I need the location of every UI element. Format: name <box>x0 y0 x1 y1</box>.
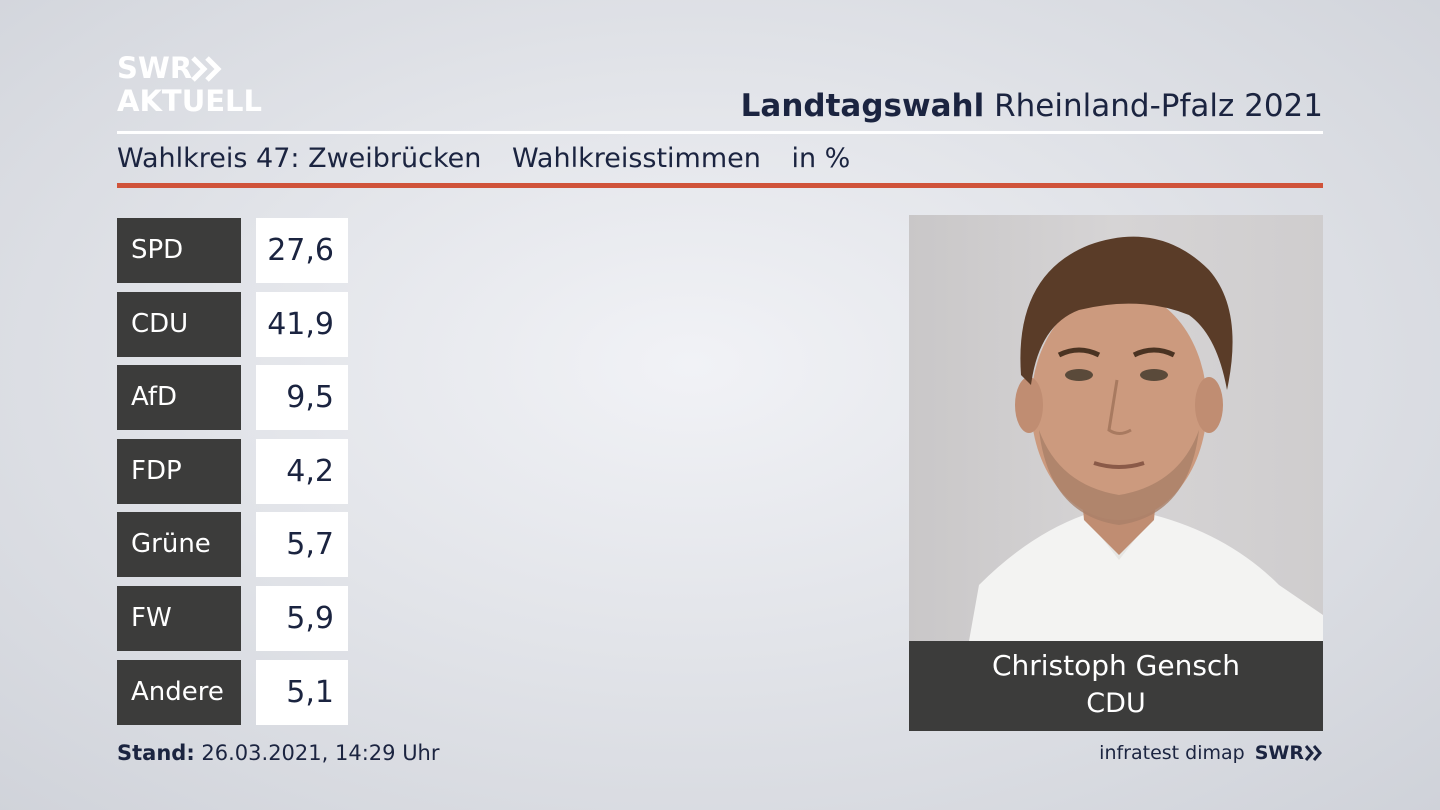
title-rest: Rheinland-Pfalz 2021 <box>994 88 1323 124</box>
party-label: CDU <box>117 292 241 357</box>
party-label: FW <box>117 586 241 651</box>
header-divider <box>117 131 1323 134</box>
portrait-illustration <box>969 236 1323 641</box>
swr-brand: SWR <box>1254 742 1304 764</box>
source-credit: infratest dimap SWR <box>1099 742 1323 764</box>
logo-swr-text: SWR <box>117 51 193 85</box>
stand-value: 26.03.2021, 14:29 Uhr <box>201 741 440 765</box>
title-bold: Landtagswahl <box>740 88 985 124</box>
party-value: 41,9 <box>256 292 348 357</box>
stand-label: Stand: <box>117 741 195 765</box>
party-value: 4,2 <box>256 439 348 504</box>
party-value: 9,5 <box>256 365 348 430</box>
party-value: 5,9 <box>256 586 348 651</box>
party-label: AfD <box>117 365 241 430</box>
party-label: Andere <box>117 660 241 725</box>
unit-label: in % <box>791 143 851 174</box>
party-value: 5,1 <box>256 660 348 725</box>
candidate-name: Christoph Gensch <box>991 649 1241 682</box>
timestamp: Stand: 26.03.2021, 14:29 Uhr <box>117 741 440 765</box>
swr-arrows-icon <box>1304 745 1322 761</box>
source-label: infratest dimap <box>1099 742 1245 764</box>
wahlkreis-label: Wahlkreis 47: Zweibrücken <box>117 143 482 174</box>
party-label: SPD <box>117 218 241 283</box>
party-label: Grüne <box>117 512 241 577</box>
accent-divider <box>117 183 1323 188</box>
party-label: FDP <box>117 439 241 504</box>
swr-aktuell-logo: SWR AKTUELL <box>117 54 277 118</box>
logo-aktuell-text: AKTUELL <box>117 84 263 118</box>
candidate-photo <box>909 215 1323 641</box>
party-value: 5,7 <box>256 512 348 577</box>
page-title: Landtagswahl Rheinland-Pfalz 2021 <box>741 88 1323 124</box>
party-value: 27,6 <box>256 218 348 283</box>
subtitle: Wahlkreis 47: Zweibrücken Wahlkreisstimm… <box>117 143 872 174</box>
vote-type-label: Wahlkreisstimmen <box>511 143 761 174</box>
logo-arrows-icon <box>191 56 222 82</box>
candidate-party: CDU <box>1086 688 1146 719</box>
candidate-caption: Christoph Gensch CDU <box>909 641 1323 731</box>
